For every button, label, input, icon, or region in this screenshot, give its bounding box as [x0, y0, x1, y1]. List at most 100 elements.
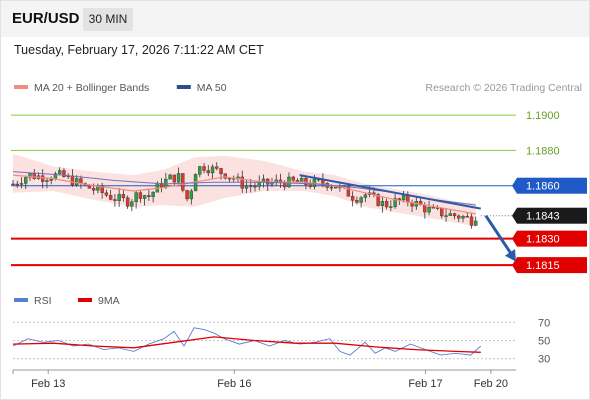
- trendline: [299, 174, 481, 210]
- candle-body: [32, 173, 36, 179]
- candle-body: [253, 185, 257, 188]
- candle-body: [134, 192, 138, 203]
- legend-label-ma50: MA 50: [197, 82, 227, 94]
- candle-body: [431, 207, 436, 209]
- rsi-series-rsi: [12, 327, 482, 356]
- candle-body: [418, 201, 423, 206]
- candle-body: [457, 215, 461, 219]
- rsi-legend-label-0: RSI: [34, 295, 52, 307]
- rsi-series-9ma: [12, 336, 481, 353]
- candle-body: [299, 177, 304, 183]
- rsi-legend-label-1: 9MA: [98, 295, 120, 307]
- candle-body: [104, 192, 109, 196]
- candle-body: [329, 186, 334, 189]
- rsi-tick-50: 50: [538, 336, 550, 348]
- bollinger-band: [13, 153, 476, 227]
- candle-body: [266, 178, 270, 185]
- level-label-1-1900: 1.1900: [526, 110, 560, 122]
- level-label-arrow: [512, 230, 517, 247]
- candle-body: [384, 201, 389, 208]
- candle-body: [308, 184, 312, 187]
- candle-body: [168, 174, 172, 180]
- candle-body: [333, 186, 338, 189]
- timestamp-text: Tuesday, February 17, 2026 7:11:22 AM CE…: [14, 43, 264, 57]
- candle-body: [108, 195, 113, 200]
- candle-body: [244, 185, 249, 189]
- level-label-1-1830: 1.1830: [526, 234, 560, 246]
- candle-body: [41, 175, 45, 182]
- candle-body: [70, 175, 75, 186]
- candle-body: [461, 216, 465, 219]
- candle-body: [130, 201, 134, 207]
- chart-header: EUR/USD 30 MIN: [1, 1, 589, 37]
- candle-body: [113, 199, 117, 201]
- candle-body: [202, 166, 206, 171]
- level-label-1-1860: 1.1860: [526, 181, 560, 193]
- level-label-bg-1-1830: [517, 230, 587, 247]
- candle-body: [291, 176, 295, 181]
- candle-body: [227, 177, 232, 180]
- rsi-legend-swatch-0: [14, 298, 28, 302]
- candle-body: [185, 190, 189, 200]
- candle-body: [304, 177, 308, 185]
- candle-body: [181, 173, 185, 191]
- candle-body: [45, 180, 49, 182]
- candle-body: [474, 220, 478, 226]
- candle-body: [448, 213, 452, 216]
- candle-body: [380, 201, 385, 206]
- level-label-bg-1-1860: [517, 177, 587, 194]
- rsi-tick-70: 70: [538, 317, 550, 329]
- candle-body: [24, 177, 28, 184]
- candle-body: [62, 170, 66, 177]
- candle-body: [465, 216, 469, 218]
- candle-body: [223, 173, 227, 179]
- candle-body: [376, 194, 380, 206]
- candle-body: [49, 179, 53, 181]
- candle-body: [346, 186, 351, 197]
- x-tick-label-feb-16: Feb 16: [217, 378, 251, 390]
- legend-swatch-ma20: [14, 85, 28, 89]
- candle-body: [138, 192, 143, 199]
- level-label-bg-1-1843: [517, 207, 587, 224]
- symbol-title: EUR/USD: [12, 10, 80, 27]
- candle-body: [117, 194, 121, 201]
- candle-body: [172, 174, 177, 183]
- candle-body: [58, 170, 62, 174]
- candle-body: [452, 213, 457, 217]
- x-tick-label-feb-13: Feb 13: [31, 378, 65, 390]
- candle-body: [176, 173, 181, 183]
- candle-body: [125, 197, 130, 207]
- candle-body: [121, 194, 126, 198]
- candle-body: [393, 198, 397, 207]
- candle-body: [189, 190, 194, 200]
- candle-body: [427, 207, 431, 213]
- level-label-1-1815: 1.1815: [526, 260, 560, 272]
- level-label-1-1843: 1.1843: [526, 211, 560, 223]
- candle-body: [469, 216, 474, 226]
- candle-body: [147, 195, 151, 197]
- candle-body: [15, 183, 19, 186]
- candle-body: [210, 166, 215, 174]
- candle-body: [142, 195, 147, 199]
- candle-body: [74, 178, 79, 186]
- level-label-bg-1-1815: [517, 257, 587, 274]
- copyright-text: Research © 2026 Trading Central: [425, 82, 582, 94]
- candle-body: [28, 173, 32, 178]
- x-tick-label-feb-17: Feb 17: [408, 378, 442, 390]
- legend-label-ma20: MA 20 + Bollinger Bands: [34, 82, 149, 94]
- candle-body: [151, 191, 155, 197]
- candle-body: [359, 197, 363, 203]
- candle-body: [444, 215, 448, 217]
- candle-body: [355, 200, 359, 203]
- candle-body: [440, 208, 444, 217]
- rsi-legend-swatch-1: [78, 298, 92, 302]
- legend-swatch-ma50: [176, 85, 191, 89]
- candle-body: [19, 183, 24, 185]
- timeframe-badge[interactable]: 30 MIN: [83, 8, 133, 31]
- rsi-tick-30: 30: [538, 354, 550, 366]
- candle-body: [219, 168, 223, 174]
- level-label-1-1880: 1.1880: [526, 145, 560, 157]
- level-label-arrow: [512, 207, 517, 224]
